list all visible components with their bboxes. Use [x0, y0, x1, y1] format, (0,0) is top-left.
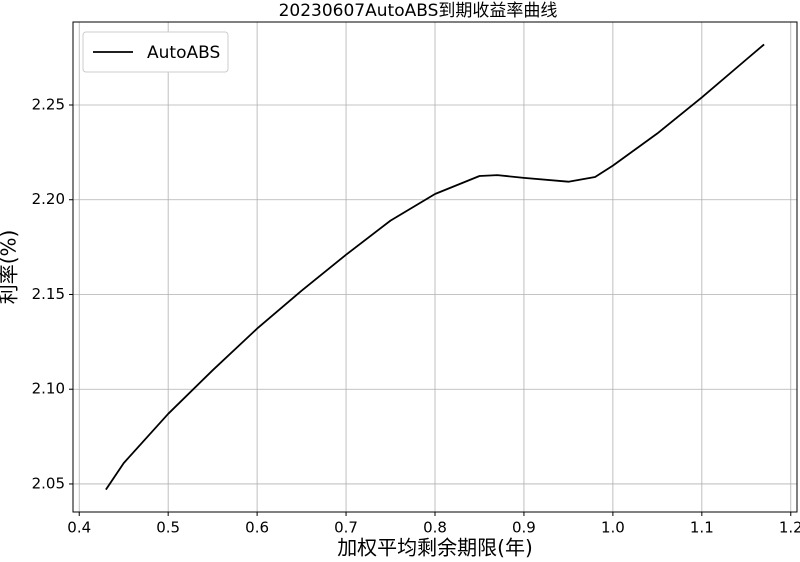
x-tick-label: 1.0: [601, 519, 625, 537]
y-tick-label: 2.05: [32, 474, 65, 492]
plot-frame: [72, 21, 798, 513]
x-tick-label: 0.8: [423, 519, 447, 537]
x-tick-label: 1.1: [690, 519, 714, 537]
y-tick-label: 2.25: [32, 95, 65, 113]
line-series: [105, 43, 765, 491]
x-tick-label: 1.2: [779, 519, 800, 537]
x-tick-label: 0.7: [334, 519, 358, 537]
chart-title: 20230607AutoABS到期收益率曲线: [279, 1, 558, 21]
legend-label: AutoABS: [147, 43, 220, 63]
legend-box: [82, 31, 229, 73]
x-tick-label: 0.4: [67, 519, 91, 537]
y-tick-label: 2.15: [32, 285, 65, 303]
x-tick-label: 0.6: [245, 519, 269, 537]
x-axis-label: 加权平均剩余期限(年): [337, 536, 533, 560]
legend: AutoABS: [82, 31, 229, 73]
x-tick-label: 0.9: [512, 519, 536, 537]
y-tick-label: 2.10: [32, 380, 65, 398]
x-tick-label: 0.5: [156, 519, 180, 537]
y-axis-label: 利率(%): [0, 230, 21, 305]
y-tick-label: 2.20: [32, 190, 65, 208]
